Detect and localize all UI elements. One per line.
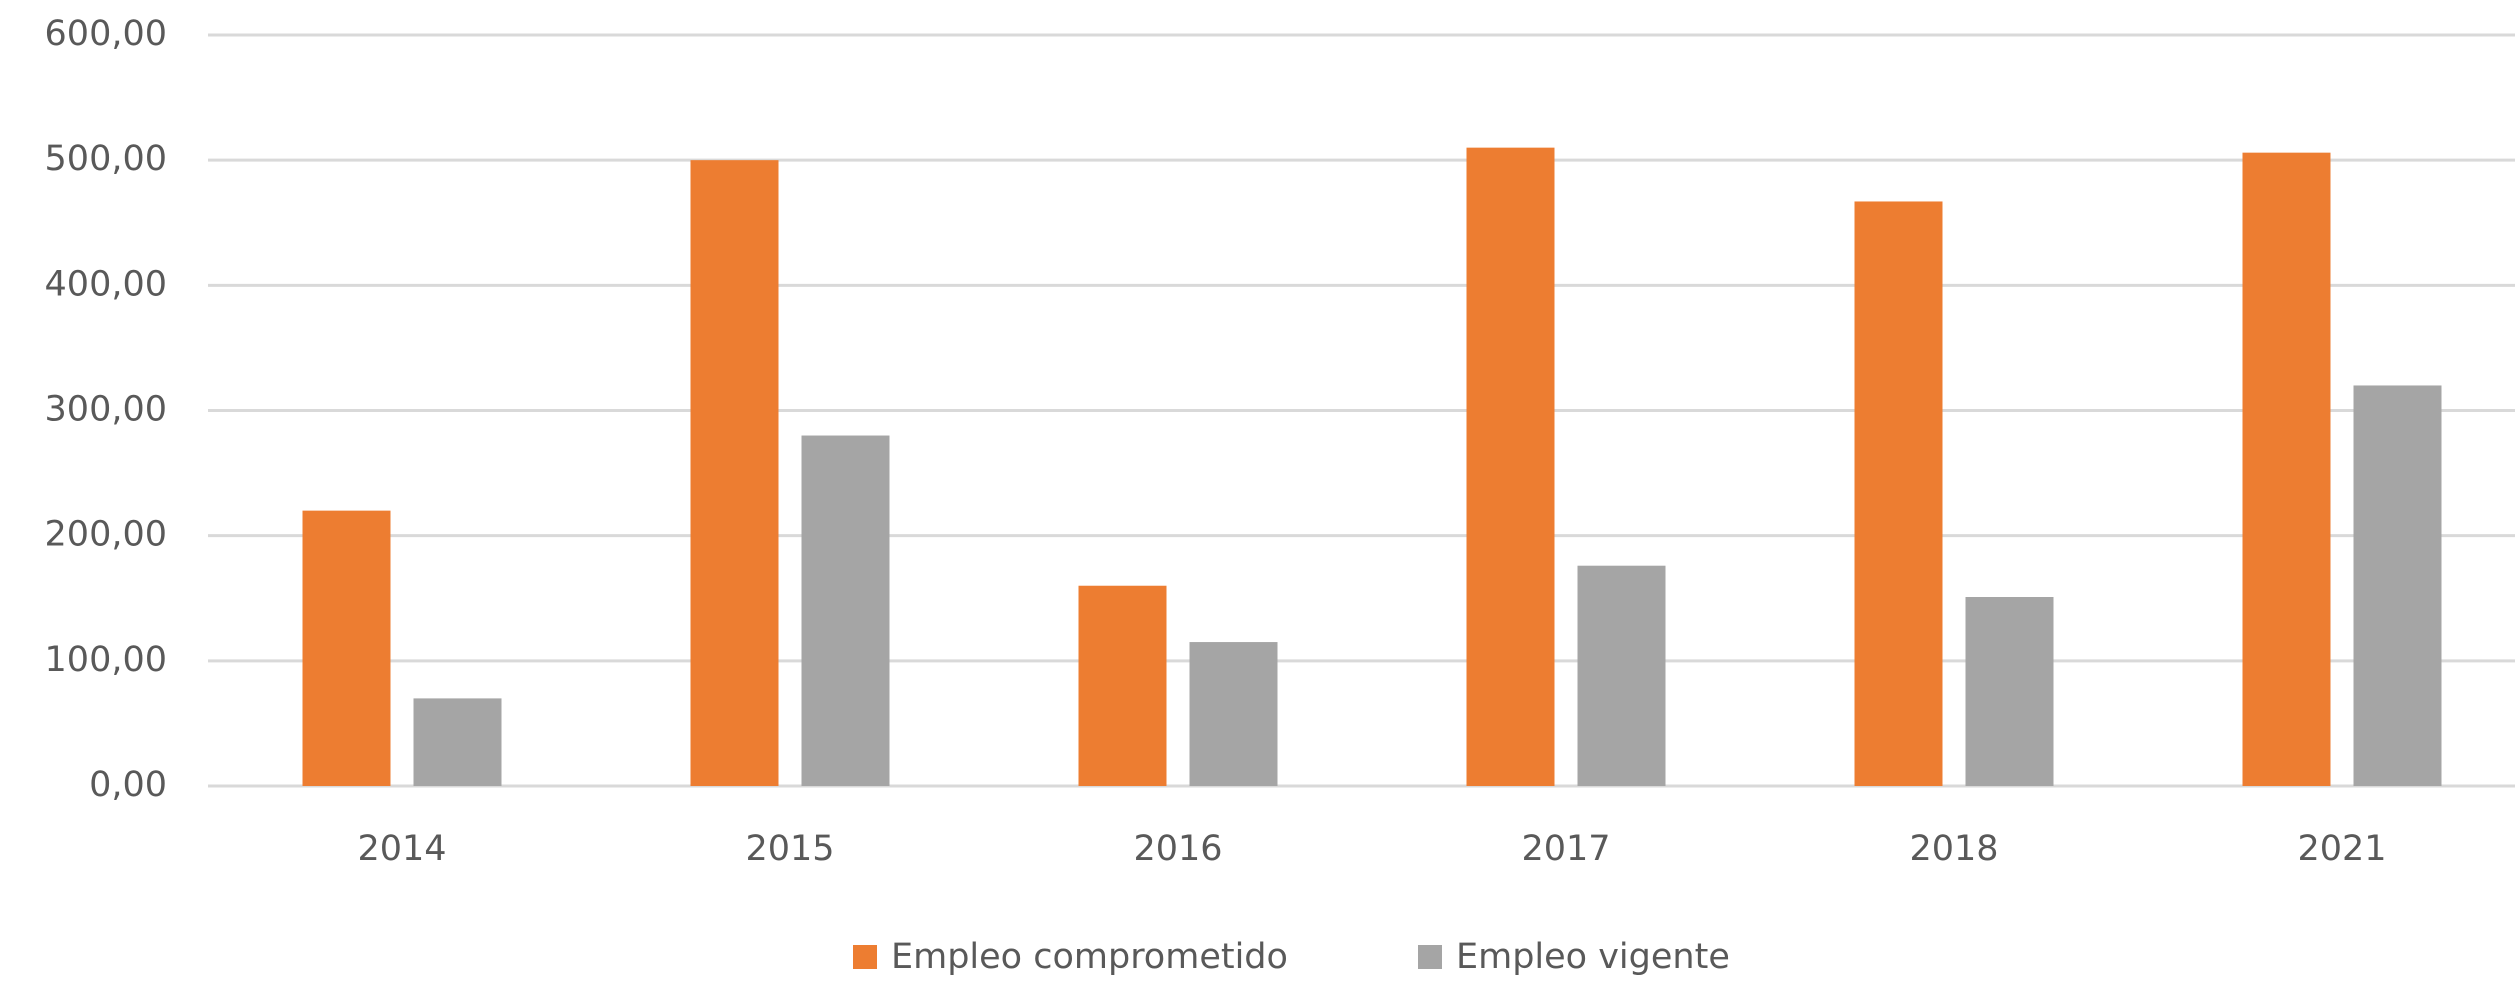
bar: [302, 510, 391, 786]
bar: [2242, 152, 2331, 786]
bar: [801, 435, 890, 786]
y-tick-label: 400,00: [45, 264, 167, 304]
x-tick-label: 2021: [2297, 829, 2386, 869]
y-tick-label: 0,00: [89, 765, 167, 805]
bar: [2353, 385, 2442, 786]
bar: [413, 698, 502, 786]
y-tick-label: 600,00: [45, 14, 167, 54]
bar: [1965, 596, 2054, 786]
y-tick-label: 300,00: [45, 390, 167, 430]
bar: [1854, 201, 1943, 786]
bar: [690, 160, 779, 786]
legend-label: Empleo vigente: [1456, 937, 1730, 977]
x-tick-label: 2017: [1521, 829, 1610, 869]
bar: [1577, 565, 1666, 786]
y-tick-label: 200,00: [45, 515, 167, 555]
y-tick-label: 100,00: [45, 640, 167, 680]
x-tick-label: 2014: [357, 829, 446, 869]
x-tick-label: 2018: [1909, 829, 1998, 869]
legend-swatch: [1418, 945, 1442, 969]
bar: [1466, 147, 1555, 786]
x-tick-label: 2015: [745, 829, 834, 869]
legend-swatch: [853, 945, 877, 969]
bar: [1078, 585, 1167, 786]
x-tick-label: 2016: [1133, 829, 1222, 869]
y-tick-label: 500,00: [45, 139, 167, 179]
legend-label: Empleo comprometido: [891, 937, 1288, 977]
bar: [1189, 642, 1278, 786]
